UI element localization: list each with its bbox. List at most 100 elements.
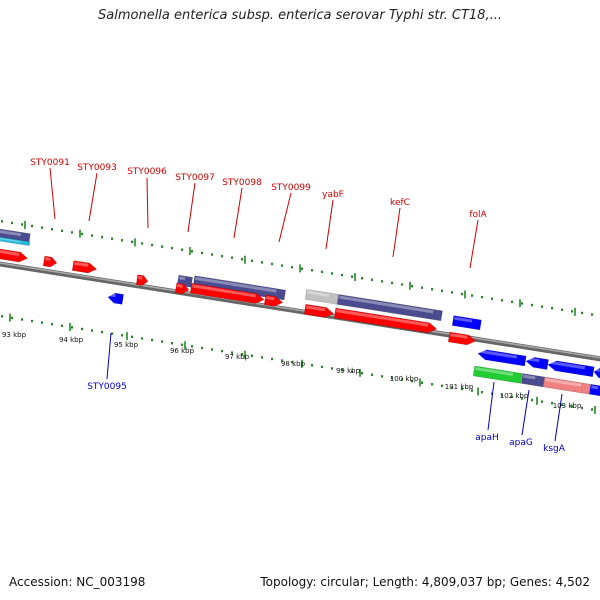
- tick-dot: [551, 402, 553, 405]
- forward-label-folA: folA: [469, 210, 488, 269]
- tick-dot: [191, 345, 193, 348]
- tick-dot: [341, 368, 343, 372]
- gene-label-text: yabF: [322, 190, 344, 200]
- gene-label-text: kefC: [390, 198, 410, 208]
- tick-dot: [541, 305, 543, 308]
- tick-dot: [451, 386, 453, 389]
- tick-dot: [531, 398, 533, 402]
- tick-dot: [201, 251, 203, 255]
- leader-line: [554, 393, 563, 442]
- gene-kefc: [333, 307, 438, 334]
- tick-dot: [581, 406, 583, 410]
- tick-dot: [41, 226, 43, 229]
- tick-dot: [321, 270, 323, 274]
- tick-dot: [181, 248, 183, 251]
- tick-dot: [511, 395, 513, 399]
- tick-dot: [421, 286, 423, 289]
- kbp-label: 94 kbp: [59, 336, 84, 344]
- forward-label-STY0093: STY0093: [77, 163, 117, 222]
- tick-dot: [571, 405, 573, 408]
- backbone-line: [0, 261, 600, 362]
- tick-dot: [161, 340, 163, 343]
- tick-dot: [251, 259, 253, 263]
- tick-dot: [401, 378, 403, 381]
- tick-dot: [51, 228, 53, 231]
- tick-dot: [591, 313, 593, 316]
- tick-dot: [571, 310, 573, 313]
- backbone-highlight: [0, 262, 600, 359]
- tick-dot: [431, 383, 433, 386]
- tick-dot: [151, 338, 153, 342]
- tick-dot: [561, 308, 563, 311]
- tick-dot: [521, 397, 523, 400]
- kbp-labels: 93 kbp 94 kbp 95 kbp 96 kbp 97 kbp 98 kbp 99 k…: [2, 331, 582, 410]
- tick-dot: [91, 329, 93, 332]
- tick-dot: [241, 258, 243, 261]
- leader-line: [146, 177, 149, 229]
- tick-dot: [331, 272, 333, 275]
- forward-label-STY0097: STY0097: [175, 173, 215, 233]
- kbp-label: 100 kbp: [390, 375, 419, 383]
- leader-line: [187, 182, 196, 233]
- kbp-label: 101 kbp: [445, 383, 474, 391]
- gene-apah: [472, 365, 523, 384]
- tick-dot: [401, 283, 403, 286]
- tick-dot: [361, 276, 363, 280]
- gene-sty0096: [135, 274, 149, 286]
- gene-apah-blue: [477, 349, 527, 367]
- tick-dot: [501, 394, 503, 397]
- tick-dot: [531, 303, 533, 307]
- gene-label-text: STY0099: [271, 183, 311, 193]
- gene-sty0091: [0, 247, 29, 263]
- tick-dot: [521, 302, 523, 305]
- tick-dot: [61, 324, 63, 327]
- tick-dot: [51, 323, 53, 326]
- tick-dot: [551, 307, 553, 310]
- leader-line: [106, 332, 112, 380]
- tick-dot: [451, 291, 453, 294]
- gene-ksga-blue: [547, 360, 595, 378]
- gene-labels: STY0091 STY0093 STY0096 STY0097 STY0098 STY00…: [30, 158, 566, 454]
- gene-edge-blue-2: [588, 383, 600, 397]
- tick-dot: [61, 229, 63, 232]
- tick-dot: [321, 365, 323, 369]
- tick-dot: [71, 326, 73, 329]
- leader-line: [49, 167, 56, 220]
- gene-yabf: [303, 303, 335, 318]
- tick-dot: [101, 330, 103, 334]
- tick-dot: [121, 239, 123, 242]
- tick-dot: [371, 278, 373, 281]
- tick-dot: [351, 370, 353, 373]
- tick-dot: [1, 315, 3, 318]
- tick-dot: [261, 356, 263, 359]
- tick-dot: [281, 359, 283, 362]
- tick-dot: [461, 292, 463, 296]
- gene-label-text: ksgA: [543, 444, 566, 454]
- tick-dot: [311, 269, 313, 272]
- leader-line: [521, 389, 530, 436]
- kbp-label: 102 kbp: [500, 392, 529, 400]
- tick-dot: [471, 389, 473, 392]
- kbp-label: 99 kbp: [336, 367, 361, 375]
- tick-dot: [81, 232, 83, 236]
- gene-left-cyan: [0, 235, 31, 246]
- tick-dot: [111, 332, 113, 335]
- gene-sty0098: [189, 282, 265, 304]
- tick-dot: [341, 273, 343, 277]
- reverse-label-ksgA: ksgA: [543, 393, 566, 454]
- gene-label-text: STY0098: [222, 178, 262, 188]
- tick-dot: [411, 284, 413, 288]
- reverse-label-apaH: apaH: [475, 381, 499, 443]
- tick-dot: [241, 353, 243, 356]
- leader-line: [469, 219, 479, 269]
- tick-dot: [41, 321, 43, 324]
- tick-dot: [81, 327, 83, 331]
- tick-dot: [291, 265, 293, 269]
- tick-dot: [21, 318, 23, 321]
- tick-dot: [11, 316, 13, 320]
- tick-dot: [511, 300, 513, 304]
- tick-dot: [491, 392, 493, 395]
- gene-sty0098-outer: [192, 275, 286, 301]
- tick-dot: [391, 281, 393, 285]
